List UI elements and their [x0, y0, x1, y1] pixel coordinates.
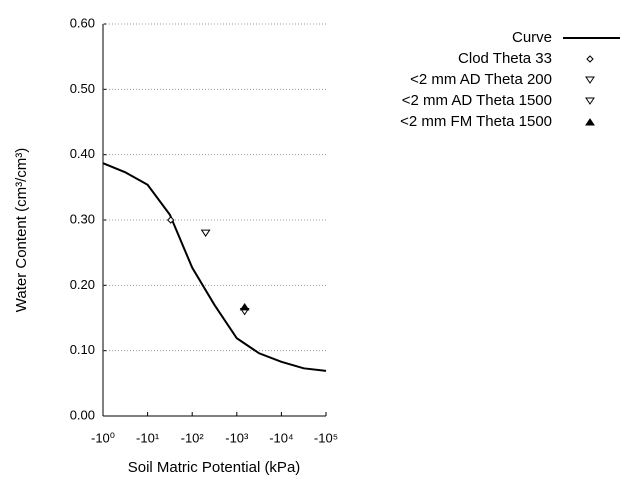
- y-tick-label: 0.50: [70, 81, 95, 96]
- y-tick-label: 0.60: [70, 15, 95, 30]
- point: [200, 229, 211, 237]
- legend-marker: [585, 97, 595, 105]
- legend-label: Clod Theta 33: [458, 50, 552, 67]
- legend-marker: [585, 76, 595, 84]
- y-tick-label: 0.20: [70, 277, 95, 292]
- point: [239, 302, 250, 311]
- x-tick-label: -10⁰: [91, 430, 115, 445]
- y-axis-label: Water Content (cm³/cm³): [13, 148, 30, 312]
- x-tick-label: -10²: [181, 430, 205, 445]
- legend-marker: [586, 55, 594, 63]
- y-tick-label: 0.00: [70, 407, 95, 422]
- x-axis-label: Soil Matric Potential (kPa): [128, 459, 301, 476]
- legend-marker: [585, 118, 595, 126]
- point: [167, 216, 175, 224]
- x-tick-label: -10¹: [136, 430, 160, 445]
- y-tick-label: 0.30: [70, 211, 95, 226]
- y-tick-label: 0.10: [70, 342, 95, 357]
- x-tick-label: -10⁵: [314, 430, 338, 445]
- legend-label: <2 mm AD Theta 1500: [402, 92, 552, 109]
- y-tick-label: 0.40: [70, 146, 95, 161]
- x-tick-label: -10³: [225, 430, 249, 445]
- x-tick-label: -10⁴: [269, 430, 293, 445]
- legend-label: <2 mm FM Theta 1500: [400, 113, 552, 130]
- legend-label: <2 mm AD Theta 200: [410, 71, 552, 88]
- legend-label: Curve: [512, 29, 552, 46]
- curve: [102, 162, 327, 372]
